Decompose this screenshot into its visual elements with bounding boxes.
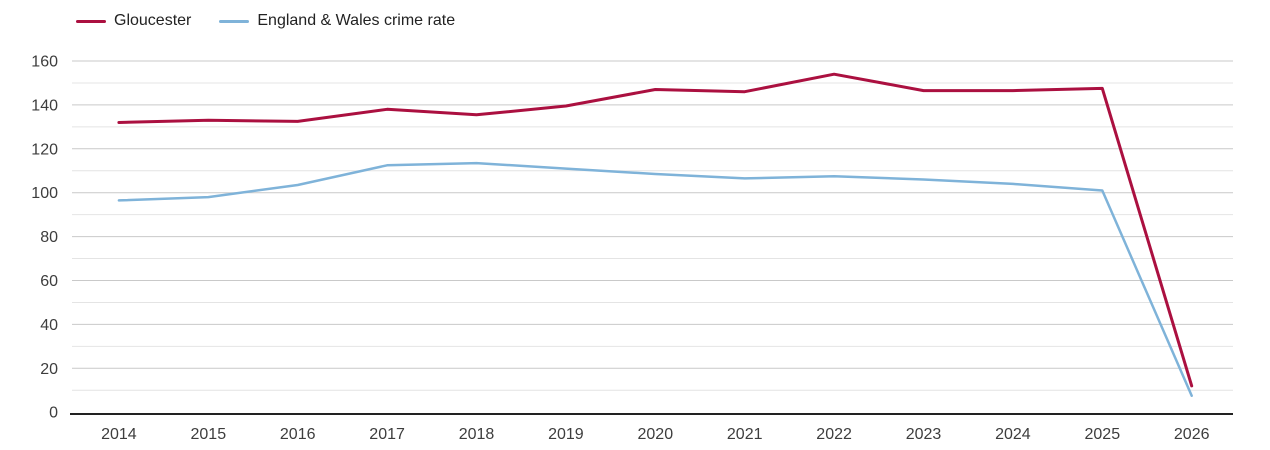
x-tick-label: 2020 xyxy=(638,426,674,443)
y-tick-label: 100 xyxy=(31,185,58,202)
x-tick-label: 2021 xyxy=(727,426,763,443)
x-tick-label: 2015 xyxy=(191,426,227,443)
legend-item-england-wales[interactable]: England & Wales crime rate xyxy=(219,13,455,29)
x-tick-label: 2019 xyxy=(548,426,584,443)
y-tick-label: 0 xyxy=(49,405,58,422)
legend-line-swatch-gloucester xyxy=(76,19,106,23)
legend-label-gloucester: Gloucester xyxy=(114,12,192,29)
y-tick-label: 80 xyxy=(40,229,58,246)
legend-label-england-wales: England & Wales crime rate xyxy=(257,12,456,29)
y-tick-label: 120 xyxy=(31,141,58,158)
series-line-england-wales-crime-rate xyxy=(117,161,1193,397)
y-tick-label: 160 xyxy=(31,54,58,71)
y-tick-label: 140 xyxy=(31,97,58,114)
y-tick-label: 60 xyxy=(40,273,58,290)
y-axis-labels: 0 20 40 60 80 100 120 140 160 xyxy=(31,54,58,422)
y-tick-label: 40 xyxy=(40,317,58,334)
x-tick-label: 2024 xyxy=(995,426,1031,443)
x-tick-label: 2025 xyxy=(1085,426,1121,443)
x-tick-label: 2023 xyxy=(906,426,942,443)
legend-line-swatch-england-wales xyxy=(219,19,250,23)
x-tick-label: 2022 xyxy=(816,426,852,443)
y-tick-label: 20 xyxy=(40,361,58,378)
x-tick-label: 2016 xyxy=(280,426,316,443)
series-line-gloucester xyxy=(117,72,1194,388)
series-lines xyxy=(117,72,1194,397)
x-tick-label: 2026 xyxy=(1174,426,1210,443)
chart-legend: Gloucester England & Wales crime rate xyxy=(76,13,455,29)
gridlines xyxy=(72,60,1233,391)
x-tick-label: 2014 xyxy=(101,426,137,443)
x-axis-labels: 2014 2015 2016 2017 2018 2019 2020 2021 2022 2023… xyxy=(101,426,1209,443)
legend-item-gloucester[interactable]: Gloucester xyxy=(76,13,191,29)
x-tick-label: 2017 xyxy=(369,426,405,443)
x-tick-label: 2018 xyxy=(459,426,495,443)
